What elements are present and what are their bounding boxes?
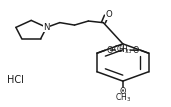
Text: O: O: [120, 88, 126, 97]
Text: HCl: HCl: [8, 75, 24, 85]
Text: O: O: [107, 45, 113, 54]
Text: O: O: [105, 10, 112, 19]
Text: O: O: [133, 45, 139, 54]
Text: CH$_3$: CH$_3$: [116, 44, 132, 56]
Text: CH$_3$: CH$_3$: [115, 92, 131, 104]
Text: CH$_3$: CH$_3$: [113, 44, 129, 56]
Text: N: N: [43, 23, 50, 32]
